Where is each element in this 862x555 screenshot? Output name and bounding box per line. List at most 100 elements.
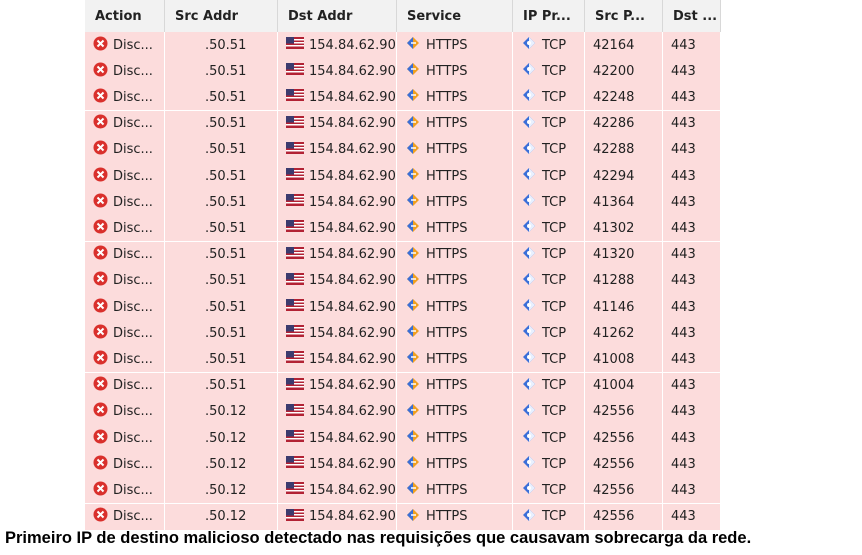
src-port-text: 42288 (593, 142, 635, 158)
service-cell: HTTPS (397, 372, 513, 399)
table-row[interactable]: Disc... .50.51 154.84.62.90 HTTPS TCP 42286 44… (85, 110, 721, 138)
column-header[interactable]: IP Pr... (513, 0, 585, 32)
table-row[interactable]: Disc... .50.51 154.84.62.90 HTTPS TCP 41262 44… (85, 320, 721, 348)
service-cell: HTTPS (397, 163, 513, 189)
service-cell: HTTPS (397, 477, 513, 504)
table-row[interactable]: Disc... .50.51 154.84.62.90 HTTPS TCP 42164 44… (85, 32, 721, 59)
table-row[interactable]: Disc... .50.12 154.84.62.90 HTTPS TCP 42556 44… (85, 451, 721, 479)
dst-addr-text: 154.84.62.90 (309, 89, 396, 105)
service-text: HTTPS (426, 299, 468, 315)
action-cell: Disc... (85, 189, 165, 216)
table-header: Action Src Addr Dst Addr Service IP Pr... Src… (85, 0, 721, 33)
table-row[interactable]: Disc... .50.51 154.84.62.90 HTTPS TCP 42288 44… (85, 136, 721, 164)
table-row[interactable]: Disc... .50.51 154.84.62.90 HTTPS TCP 41008 44… (85, 346, 721, 374)
dst-port-cell: 443 (663, 320, 721, 347)
dst-addr-text: 154.84.62.90 (309, 116, 396, 132)
table-row[interactable]: Disc... .50.51 154.84.62.90 HTTPS TCP 41288 44… (85, 267, 721, 295)
src-port-text: 42200 (593, 63, 635, 79)
table-row[interactable]: Disc... .50.51 154.84.62.90 HTTPS TCP 41320 44… (85, 241, 721, 269)
ip-proto-text: TCP (542, 509, 567, 525)
ip-proto-text: TCP (542, 63, 567, 79)
src-port-cell: 42286 (585, 110, 663, 137)
table-row[interactable]: Disc... .50.51 154.84.62.90 HTTPS TCP 42248 44… (85, 84, 721, 112)
service-text: HTTPS (426, 509, 468, 525)
table-row[interactable]: Disc... .50.51 154.84.62.90 HTTPS TCP 41146 44… (85, 294, 721, 321)
ip-proto-icon (521, 428, 537, 448)
ip-proto-icon (521, 218, 537, 238)
dst-addr-icon (286, 508, 304, 525)
column-header[interactable]: Action (85, 0, 165, 32)
table-row[interactable]: Disc... .50.12 154.84.62.90 HTTPS TCP 42556 44… (85, 477, 721, 505)
column-header[interactable]: Dst Addr (278, 0, 397, 32)
action-cell: Disc... (85, 346, 165, 373)
table-row[interactable]: Disc... .50.51 154.84.62.90 HTTPS TCP 41004 44… (85, 372, 721, 400)
action-text: Disc... (113, 378, 153, 394)
src-port-text: 42556 (593, 404, 635, 420)
column-header[interactable]: Src P... (585, 0, 663, 32)
src-addr-cell: .50.51 (165, 136, 278, 163)
table-row[interactable]: Disc... .50.51 154.84.62.90 HTTPS TCP 41302 44… (85, 215, 721, 243)
src-addr-text: .50.51 (205, 220, 247, 236)
table-row[interactable]: Disc... .50.51 154.84.62.90 HTTPS TCP 41364 44… (85, 189, 721, 217)
table-row[interactable]: Disc... .50.51 154.84.62.90 HTTPS TCP 42294 44… (85, 163, 721, 190)
dst-addr-text: 154.84.62.90 (309, 142, 396, 158)
dst-port-cell: 443 (663, 163, 721, 189)
service-text: HTTPS (426, 194, 468, 210)
src-port-cell: 41262 (585, 320, 663, 347)
src-addr-text: .50.12 (205, 456, 247, 472)
src-port-text: 41008 (593, 351, 635, 367)
dst-addr-text: 154.84.62.90 (309, 404, 396, 420)
column-header[interactable]: Service (397, 0, 513, 32)
service-cell: HTTPS (397, 451, 513, 478)
src-addr-text: .50.12 (205, 404, 247, 420)
dst-addr-icon (286, 141, 304, 158)
dst-addr-text: 154.84.62.90 (309, 299, 396, 315)
service-cell: HTTPS (397, 294, 513, 320)
dst-port-text: 443 (671, 63, 696, 79)
header-text: Dst ... (673, 8, 718, 24)
ip-proto-icon (521, 35, 537, 55)
dst-port-cell: 443 (663, 215, 721, 242)
table-row[interactable]: Disc... .50.51 154.84.62.90 HTTPS TCP 42200 44… (85, 58, 721, 86)
dst-addr-cell: 154.84.62.90 (278, 32, 397, 58)
src-port-text: 42556 (593, 509, 635, 525)
ip-proto-cell: TCP (513, 215, 585, 242)
src-addr-text: .50.51 (205, 351, 247, 367)
ip-proto-text: TCP (542, 142, 567, 158)
action-cell: Disc... (85, 215, 165, 242)
ip-proto-icon (521, 61, 537, 81)
dst-port-text: 443 (671, 430, 696, 446)
service-icon (405, 87, 421, 107)
column-header[interactable]: Dst ... (663, 0, 721, 32)
column-header[interactable]: Src Addr (165, 0, 278, 32)
table-row[interactable]: Disc... .50.12 154.84.62.90 HTTPS TCP 42556 44… (85, 398, 721, 426)
action-text: Disc... (113, 430, 153, 446)
service-text: HTTPS (426, 273, 468, 289)
dst-addr-icon (286, 246, 304, 263)
dst-port-text: 443 (671, 247, 696, 263)
src-addr-text: .50.51 (205, 142, 247, 158)
service-text: HTTPS (426, 63, 468, 79)
ip-proto-cell: TCP (513, 451, 585, 478)
dst-port-cell: 443 (663, 189, 721, 216)
src-addr-text: .50.51 (205, 63, 247, 79)
dst-addr-cell: 154.84.62.90 (278, 110, 397, 137)
dst-addr-cell: 154.84.62.90 (278, 320, 397, 347)
table-row[interactable]: Disc... .50.12 154.84.62.90 HTTPS TCP 42556 44… (85, 503, 721, 531)
service-icon (405, 297, 421, 317)
header-text: Service (407, 8, 462, 24)
action-cell: Disc... (85, 163, 165, 189)
src-addr-cell: .50.51 (165, 241, 278, 268)
ip-proto-cell: TCP (513, 267, 585, 294)
header-text: Src P... (595, 8, 645, 24)
table-row[interactable]: Disc... .50.12 154.84.62.90 HTTPS TCP 42556 44… (85, 425, 721, 452)
dst-addr-cell: 154.84.62.90 (278, 425, 397, 451)
service-text: HTTPS (426, 430, 468, 446)
src-addr-cell: .50.51 (165, 58, 278, 85)
dst-addr-cell: 154.84.62.90 (278, 189, 397, 216)
dst-addr-text: 154.84.62.90 (309, 194, 396, 210)
ip-proto-icon (521, 87, 537, 107)
dst-addr-cell: 154.84.62.90 (278, 294, 397, 320)
ip-proto-text: TCP (542, 325, 567, 341)
src-addr-text: .50.12 (205, 482, 247, 498)
